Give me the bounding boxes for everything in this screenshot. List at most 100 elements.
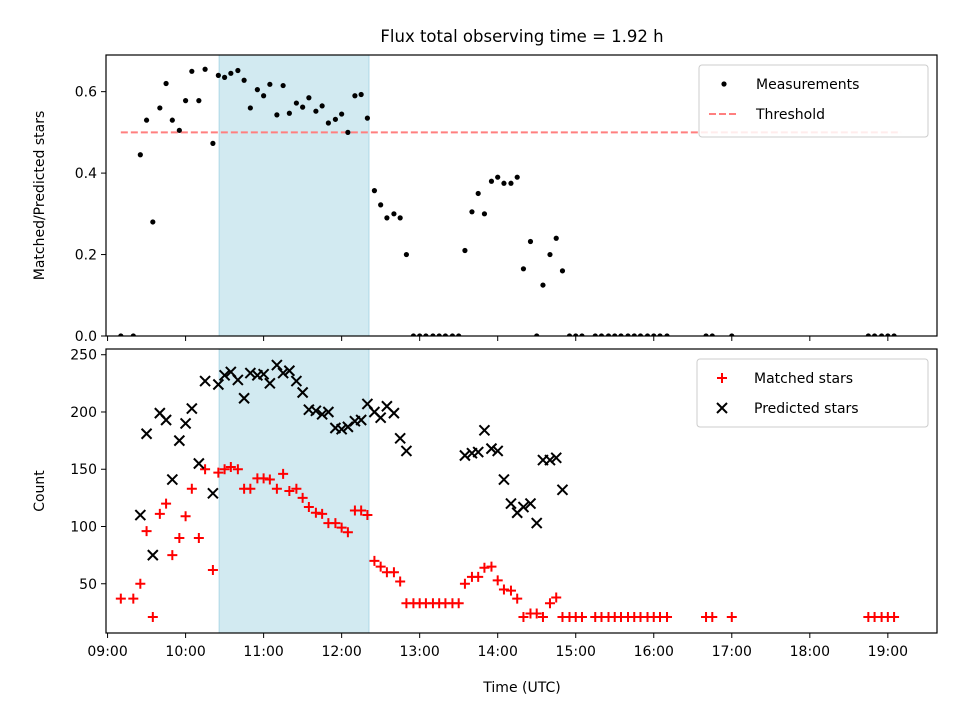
- measurement-point: [300, 104, 306, 110]
- measurement-point: [481, 211, 488, 217]
- predicted-point: [322, 406, 335, 418]
- predicted-point: [271, 359, 283, 371]
- predicted-point: [316, 408, 328, 420]
- measurement-point: [397, 215, 403, 221]
- matched-point: [459, 578, 470, 589]
- measurement-point: [235, 67, 241, 74]
- predicted-point: [400, 445, 413, 457]
- measurement-point: [469, 209, 475, 215]
- matched-point: [207, 565, 218, 576]
- matched-point: [395, 576, 406, 587]
- predicted-point: [290, 375, 303, 387]
- predicted-point: [498, 473, 510, 486]
- matched-point: [135, 578, 146, 589]
- measurement-point: [637, 333, 644, 336]
- matched-point: [219, 464, 230, 475]
- measurement-point: [664, 333, 670, 336]
- matched-point: [551, 592, 562, 603]
- matched-point: [147, 611, 158, 622]
- series-matched-stars: [115, 461, 900, 622]
- predicted-point: [160, 414, 172, 426]
- matched-point: [537, 611, 548, 622]
- measurement-point: [442, 333, 449, 336]
- matched-point: [498, 584, 509, 595]
- measurement-point: [157, 105, 163, 111]
- predicted-point: [186, 402, 198, 415]
- matched-point: [167, 550, 178, 561]
- measurement-point: [378, 202, 384, 208]
- matched-point: [473, 571, 484, 582]
- measurement-point: [196, 98, 202, 104]
- measurement-point: [709, 333, 715, 336]
- y-tick-label: 0.6: [75, 85, 97, 101]
- matched-point: [213, 467, 224, 478]
- measurement-point: [391, 211, 397, 217]
- measurement-point: [274, 112, 280, 118]
- measurement-point: [540, 282, 546, 288]
- ratio-panel: 0.0 0.2 0.4 0.6 Matched/Predicted stars Measu…: [32, 54, 938, 345]
- predicted-point: [296, 386, 309, 399]
- measurement-point: [169, 117, 175, 123]
- measurement-point: [475, 190, 481, 197]
- matched-point: [180, 511, 191, 522]
- measurement-point: [703, 333, 709, 336]
- measurement-point: [286, 110, 292, 116]
- matched-point: [479, 562, 490, 573]
- predicted-point: [264, 377, 276, 390]
- measurement-point: [644, 333, 651, 336]
- x-tick-label: 17:00: [712, 644, 752, 660]
- measurement-point: [651, 333, 657, 336]
- measurement-point: [118, 333, 124, 336]
- predicted-point: [238, 392, 250, 404]
- measurement-point: [137, 152, 143, 158]
- matched-point: [518, 611, 529, 622]
- axes-frame: [105, 348, 938, 634]
- measurement-point: [449, 333, 456, 336]
- measurement-point: [553, 235, 559, 241]
- matched-point: [330, 518, 341, 529]
- measurement-point: [417, 333, 423, 336]
- measurement-point: [534, 333, 540, 336]
- predicted-point: [207, 487, 219, 499]
- legend: Matched stars Predicted stars: [696, 358, 929, 428]
- matched-point: [505, 585, 516, 596]
- y-axis-label: Matched/Predicted stars: [32, 111, 48, 281]
- measurement-point: [885, 333, 891, 336]
- predicted-point: [394, 432, 406, 445]
- x-axis-label: Time (UTC): [482, 680, 560, 696]
- measurement-point: [547, 251, 553, 258]
- predicted-point: [193, 457, 205, 470]
- measurement-point: [189, 68, 195, 74]
- measurement-point: [403, 251, 410, 258]
- figure-title: Flux total observing time = 1.92 h: [380, 27, 663, 46]
- predicted-point: [310, 405, 322, 417]
- matched-point: [303, 502, 314, 513]
- y-tick-label: 250: [70, 348, 97, 364]
- measurement-point: [410, 333, 417, 336]
- y-tick-label: 150: [70, 462, 97, 478]
- measurement-point: [657, 333, 663, 336]
- measurement-point: [241, 77, 247, 83]
- measurement-point: [598, 333, 605, 336]
- predicted-point: [232, 374, 244, 386]
- legend-label: Measurements: [756, 77, 859, 93]
- y-tick-label: 200: [70, 405, 97, 421]
- y-tick-label: 50: [79, 577, 97, 593]
- matched-point: [889, 611, 900, 622]
- legend-box: [698, 64, 929, 138]
- legend-box: [696, 358, 929, 428]
- predicted-point: [524, 497, 537, 510]
- measurement-point: [371, 188, 378, 194]
- measurement-point: [352, 93, 358, 99]
- legend-marker-plus: [717, 373, 727, 383]
- measurement-point: [430, 333, 436, 336]
- x-tick-label: 12:00: [321, 644, 361, 660]
- measurement-point: [514, 174, 520, 180]
- predicted-point: [199, 375, 211, 387]
- matched-point: [512, 593, 523, 604]
- measurement-point: [332, 116, 339, 122]
- predicted-point: [212, 378, 225, 391]
- measurement-point: [891, 333, 897, 336]
- measurement-point: [319, 103, 325, 109]
- predicted-point: [374, 412, 387, 424]
